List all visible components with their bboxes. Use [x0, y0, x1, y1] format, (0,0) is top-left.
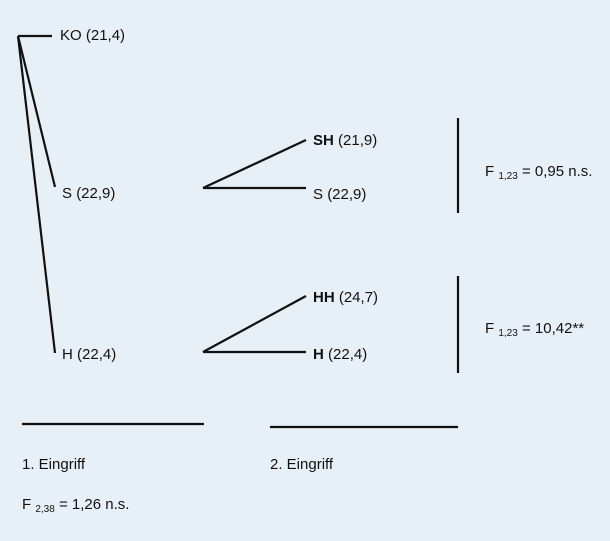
node-hh-name: HH: [313, 289, 335, 306]
node-sh-name: SH: [313, 132, 334, 149]
branch-line-sh: [202, 139, 307, 189]
node-s1-value: (22,9): [76, 185, 116, 202]
branch-line-hh: [202, 295, 307, 353]
branch-line-h: [16, 35, 57, 354]
node-s2-value: (22,9): [327, 186, 367, 203]
node-h1: H (22,4): [62, 346, 116, 364]
stat-top-prefix: F: [485, 163, 495, 180]
stat-bottom-rest: = 10,42**: [521, 320, 585, 337]
stat-top: F 1,23 = 0,95 n.s.: [485, 163, 593, 182]
node-h2-value: (22,4): [328, 346, 368, 363]
node-h1-value: (22,4): [77, 346, 117, 363]
node-ko-name: KO: [60, 27, 82, 44]
node-s2-name: S: [313, 186, 324, 203]
stat-first-rest: = 1,26 n.s.: [58, 496, 130, 513]
stat-bottom: F 1,23 = 10,42**: [485, 320, 585, 339]
branch-line-s: [16, 35, 57, 188]
node-s1-name: S: [62, 185, 73, 202]
stat-bottom-df: 1,23: [498, 328, 518, 339]
node-s1: S (22,9): [62, 185, 115, 203]
node-ko: KO (21,4): [60, 27, 125, 45]
node-sh-value: (21,9): [338, 132, 378, 149]
stat-first-df: 2,38: [35, 504, 55, 515]
node-s2: S (22,9): [313, 186, 366, 204]
node-h2: H (22,4): [313, 346, 367, 364]
stat-bottom-prefix: F: [485, 320, 495, 337]
stat-first: F 2,38 = 1,26 n.s.: [22, 496, 130, 515]
stat-top-df: 1,23: [498, 171, 518, 182]
node-hh-value: (24,7): [338, 289, 379, 306]
node-sh: SH (21,9): [313, 132, 377, 150]
stat-first-prefix: F: [22, 496, 32, 513]
node-hh: HH (24,7): [313, 289, 378, 307]
node-h2-name: H: [313, 346, 324, 363]
node-h1-name: H: [62, 346, 73, 363]
stat-top-rest: = 0,95 n.s.: [521, 163, 593, 180]
node-ko-value: (21,4): [85, 27, 126, 44]
phase-label-first: 1. Eingriff: [22, 456, 86, 473]
phase-label-second: 2. Eingriff: [270, 456, 334, 473]
